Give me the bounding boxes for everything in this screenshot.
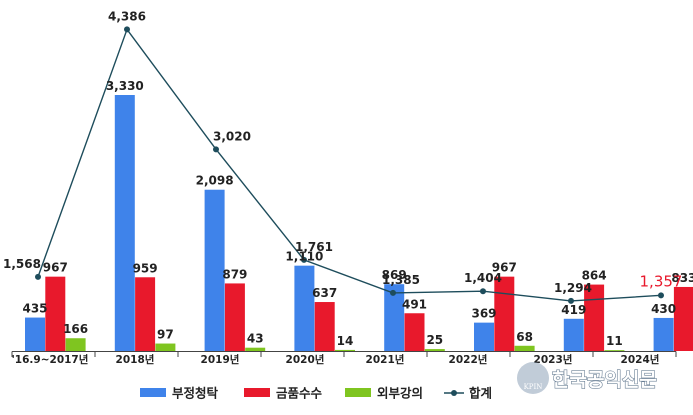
- x-tick-label-6: 2023년: [534, 353, 573, 366]
- bar-금품수수-1: [135, 277, 156, 351]
- data-labels-layer: 435 3,330 2,098 1,110 869 369 419 430 967 959 879 6…: [3, 9, 693, 348]
- bar-금품수수-5: [494, 276, 515, 351]
- watermark-emblem-text: KPIN: [524, 383, 543, 391]
- bar-label-금품수수-1: 959: [133, 261, 158, 275]
- total-point-5: [480, 288, 486, 295]
- bar-label-외부강의-3: 14: [337, 334, 354, 348]
- total-label-2: 3,020: [213, 129, 251, 143]
- total-label-5: 1,404: [464, 271, 502, 285]
- bar-label-금품수수-3: 637: [312, 286, 337, 300]
- bar-label-부정청탁-1: 3,330: [106, 79, 144, 93]
- bar-label-부정청탁-4: 869: [382, 268, 407, 282]
- legend-swatch-dot-3: [451, 390, 457, 396]
- total-label-3: 1,761: [295, 240, 333, 254]
- bar-label-부정청탁-2: 2,098: [196, 174, 234, 188]
- total-label-7: 1,357: [640, 272, 683, 290]
- total-point-6: [568, 297, 574, 304]
- x-tick-label-4: 2021년: [366, 353, 405, 366]
- legend-swatch-2: [345, 388, 371, 397]
- x-tick-label-5: 2022년: [449, 353, 488, 366]
- bar-label-부정청탁-3: 1,110: [285, 250, 323, 264]
- bar-label-금품수수-7: 833: [671, 271, 693, 285]
- total-label-0: 1,568: [3, 257, 41, 271]
- bar-label-외부강의-0: 166: [63, 322, 88, 336]
- bar-금품수수-7: [673, 286, 693, 351]
- bar-금품수수-0: [45, 276, 66, 351]
- x-tick-label-2: 2019년: [201, 353, 240, 366]
- bar-부정청탁-0: [25, 317, 45, 351]
- total-line: [37, 27, 662, 302]
- watermark-emblem: [517, 362, 549, 394]
- x-tick-label-0: '16.9~2017년: [12, 353, 89, 366]
- bar-부정청탁-3: [294, 265, 315, 351]
- bar-외부강의-0: [65, 338, 86, 351]
- legend: 부정청탁 금품수수 외부강의 합계: [140, 386, 492, 401]
- bar-부정청탁-6: [563, 318, 584, 351]
- bar-외부강의-2: [245, 347, 266, 351]
- total-point-2: [213, 146, 219, 153]
- bar-부정청탁-2: [204, 189, 225, 351]
- bar-label-금품수수-6: 864: [582, 269, 607, 283]
- bar-금품수수-2: [224, 283, 245, 351]
- bars-layer: [25, 95, 693, 351]
- bar-부정청탁-7: [653, 317, 674, 351]
- bar-label-금품수수-4: 491: [402, 297, 427, 311]
- total-label-6: 1,294: [554, 281, 592, 295]
- bar-외부강의-5: [514, 345, 535, 351]
- watermark: KPIN 한국공익신문: [517, 362, 657, 394]
- bar-외부강의-4: [424, 349, 445, 351]
- bar-부정청탁-4: [384, 284, 405, 351]
- x-tick-label-1: 2018년: [116, 353, 155, 366]
- bar-label-부정청탁-0: 435: [22, 302, 47, 316]
- bar-금품수수-3: [314, 302, 335, 351]
- bar-부정청탁-5: [474, 322, 494, 351]
- bar-label-금품수수-5: 967: [492, 261, 517, 275]
- bar-label-부정청탁-6: 419: [561, 303, 586, 317]
- bar-금품수수-4: [404, 313, 425, 351]
- x-axis: '16.9~2017년 2018년 2019년 2020년 2021년 2022년 2023…: [11, 351, 677, 366]
- total-label-1: 4,386: [108, 9, 146, 23]
- legend-swatch-0: [140, 388, 166, 397]
- total-point-1: [124, 26, 130, 33]
- bar-label-외부강의-6: 11: [606, 334, 623, 348]
- legend-label-0: 부정청탁: [172, 386, 219, 401]
- total-point-7: [658, 292, 664, 299]
- bar-label-외부강의-4: 25: [426, 333, 443, 347]
- legend-label-1: 금품수수: [276, 386, 323, 401]
- bar-부정청탁-1: [114, 95, 135, 351]
- legend-swatch-1: [244, 388, 270, 397]
- bar-label-외부강의-1: 97: [157, 328, 174, 342]
- total-point-3: [301, 256, 307, 263]
- legend-label-3: 합계: [469, 386, 492, 401]
- bar-label-외부강의-2: 43: [247, 332, 264, 346]
- x-tick-label-7: 2024년: [621, 353, 660, 366]
- total-point-0: [35, 273, 41, 280]
- total-point-4: [390, 289, 396, 296]
- bar-외부강의-1: [155, 343, 176, 351]
- bar-label-부정청탁-5: 369: [471, 307, 496, 321]
- bar-label-금품수수-0: 967: [43, 261, 68, 275]
- bar-외부강의-6: [604, 350, 625, 351]
- total-line-layer: [35, 26, 664, 304]
- bar-금품수수-6: [584, 284, 605, 351]
- bar-label-부정청탁-7: 430: [651, 302, 676, 316]
- bar-외부강의-3: [335, 349, 355, 351]
- legend-label-2: 외부강의: [377, 386, 423, 401]
- x-tick-label-3: 2020년: [286, 353, 325, 366]
- bar-label-금품수수-2: 879: [222, 267, 247, 281]
- bar-label-외부강의-5: 68: [516, 330, 533, 344]
- watermark-text: 한국공익신문: [552, 369, 657, 391]
- total-label-4: 1,385: [382, 273, 420, 287]
